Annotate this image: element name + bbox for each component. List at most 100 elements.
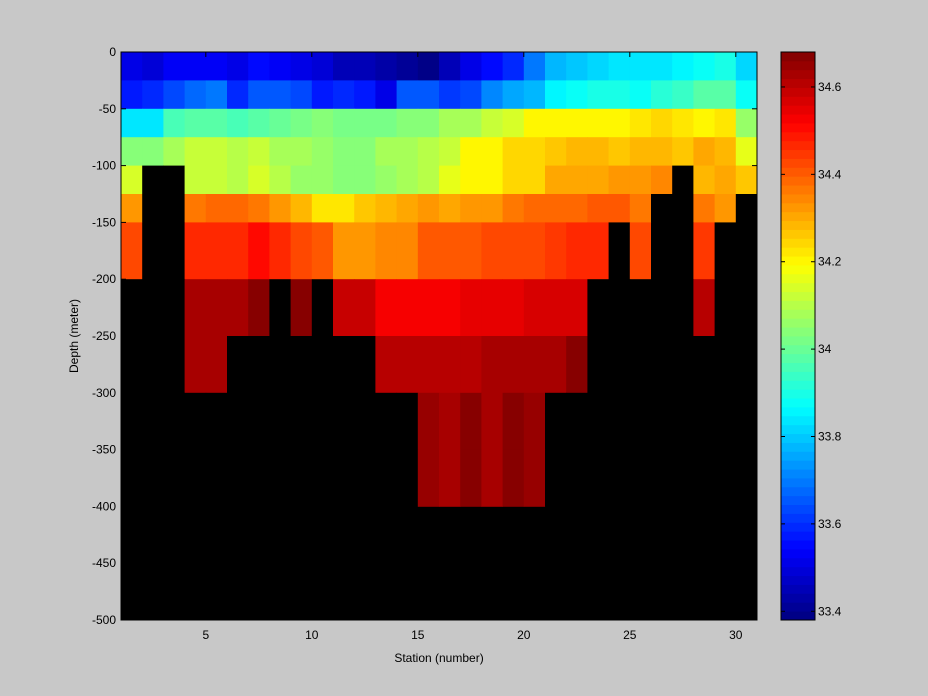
heatmap-cell bbox=[375, 222, 397, 280]
heatmap-cell bbox=[566, 279, 588, 337]
heatmap-cell bbox=[523, 392, 546, 450]
heatmap-cell bbox=[439, 80, 461, 110]
heatmap-cell bbox=[439, 137, 461, 166]
colorbar-swatch bbox=[781, 202, 815, 213]
heatmap-cell bbox=[693, 52, 715, 81]
heatmap-cell bbox=[672, 336, 694, 394]
heatmap-cell bbox=[375, 52, 397, 81]
heatmap-cell bbox=[672, 52, 694, 81]
y-tick-label: -200 bbox=[92, 272, 116, 286]
heatmap-cell bbox=[311, 279, 334, 337]
heatmap-cell bbox=[587, 279, 609, 337]
heatmap-cell bbox=[608, 392, 631, 450]
colorbar-swatch bbox=[781, 87, 815, 97]
heatmap-cell bbox=[227, 336, 249, 394]
heatmap-cell bbox=[121, 392, 143, 450]
heatmap-cell bbox=[184, 108, 207, 138]
heatmap-cell bbox=[545, 336, 567, 394]
heatmap-cell bbox=[651, 108, 673, 138]
heatmap-cell bbox=[142, 392, 164, 450]
colorbar-swatch bbox=[781, 451, 815, 461]
heatmap-cell bbox=[248, 449, 270, 507]
colorbar-swatch bbox=[781, 282, 815, 293]
heatmap-cell bbox=[439, 165, 461, 195]
heatmap-cell bbox=[608, 165, 631, 195]
heatmap-cell bbox=[121, 194, 143, 223]
heatmap-cell bbox=[354, 279, 376, 337]
heatmap-cell bbox=[672, 449, 694, 507]
heatmap-cell bbox=[163, 52, 185, 81]
heatmap-cell bbox=[587, 80, 609, 110]
heatmap-cell bbox=[375, 165, 397, 195]
heatmap-cell bbox=[502, 222, 525, 280]
colorbar-swatch bbox=[781, 318, 815, 328]
heatmap-cell bbox=[311, 165, 334, 195]
colorbar-swatch bbox=[781, 398, 815, 408]
colorbar-tick-label: 33.8 bbox=[818, 429, 842, 443]
heatmap-cell bbox=[714, 80, 737, 110]
heatmap-cell bbox=[163, 449, 185, 507]
heatmap-cell bbox=[163, 336, 185, 394]
heatmap-cell bbox=[608, 80, 631, 110]
heatmap-cell bbox=[417, 137, 440, 166]
colorbar-swatch bbox=[781, 176, 815, 186]
heatmap-cell bbox=[184, 392, 207, 450]
heatmap-cell bbox=[417, 194, 440, 223]
heatmap-cell bbox=[608, 108, 631, 138]
heatmap-cell bbox=[269, 165, 291, 195]
heatmap-cell bbox=[502, 52, 525, 81]
heatmap-cell bbox=[333, 449, 355, 507]
heatmap-cell bbox=[672, 279, 694, 337]
heatmap-cell bbox=[184, 137, 207, 166]
heatmap-cell bbox=[205, 449, 228, 507]
heatmap-cell bbox=[354, 52, 376, 81]
heatmap-cell bbox=[417, 222, 440, 280]
heatmap-cell bbox=[354, 165, 376, 195]
heatmap-cell bbox=[439, 108, 461, 138]
colorbar-swatch bbox=[781, 256, 815, 266]
heatmap-cell bbox=[269, 52, 291, 81]
heatmap-cell bbox=[566, 392, 588, 450]
heatmap-cell bbox=[629, 222, 652, 280]
heatmap-cell bbox=[545, 194, 567, 223]
heatmap-cell bbox=[672, 392, 694, 450]
heatmap-cell bbox=[248, 194, 270, 223]
heatmap-cell bbox=[248, 165, 270, 195]
heatmap-cell bbox=[545, 449, 567, 507]
heatmap-cell bbox=[142, 222, 164, 280]
heatmap-cell bbox=[163, 222, 185, 280]
colorbar-tick-label: 34 bbox=[818, 342, 832, 356]
heatmap-cell bbox=[205, 336, 228, 394]
heatmap-cell bbox=[269, 336, 291, 394]
heatmap-cell bbox=[269, 449, 291, 507]
heatmap-cell bbox=[163, 279, 185, 337]
heatmap-cell bbox=[566, 222, 588, 280]
heatmap-cell bbox=[651, 392, 673, 450]
heatmap-cell bbox=[311, 137, 334, 166]
heatmap-cell bbox=[290, 52, 313, 81]
heatmap-cell bbox=[481, 52, 503, 81]
heatmap-cell bbox=[587, 222, 609, 280]
heatmap-cell bbox=[545, 165, 567, 195]
colorbar-swatch bbox=[781, 540, 815, 550]
colorbar-swatch bbox=[781, 220, 815, 230]
heatmap-cell bbox=[502, 392, 525, 450]
heatmap-cell bbox=[523, 52, 546, 81]
heatmap-cell bbox=[311, 392, 334, 450]
colorbar-frame bbox=[780, 51, 816, 621]
heatmap-cell bbox=[142, 137, 164, 166]
heatmap-cell bbox=[523, 165, 546, 195]
heatmap-cell bbox=[651, 52, 673, 81]
heatmap-cell bbox=[608, 336, 631, 394]
heatmap-cell bbox=[184, 165, 207, 195]
heatmap-cell bbox=[523, 222, 546, 280]
colorbar bbox=[780, 51, 816, 621]
heatmap-cell bbox=[290, 194, 313, 223]
heatmap-cell bbox=[184, 336, 207, 394]
colorbar-swatch bbox=[781, 486, 815, 497]
heatmap-cell bbox=[142, 279, 164, 337]
heatmap-cell bbox=[587, 137, 609, 166]
heatmap-cell bbox=[587, 108, 609, 138]
colorbar-swatch bbox=[781, 593, 815, 603]
colorbar-swatch bbox=[781, 247, 815, 257]
